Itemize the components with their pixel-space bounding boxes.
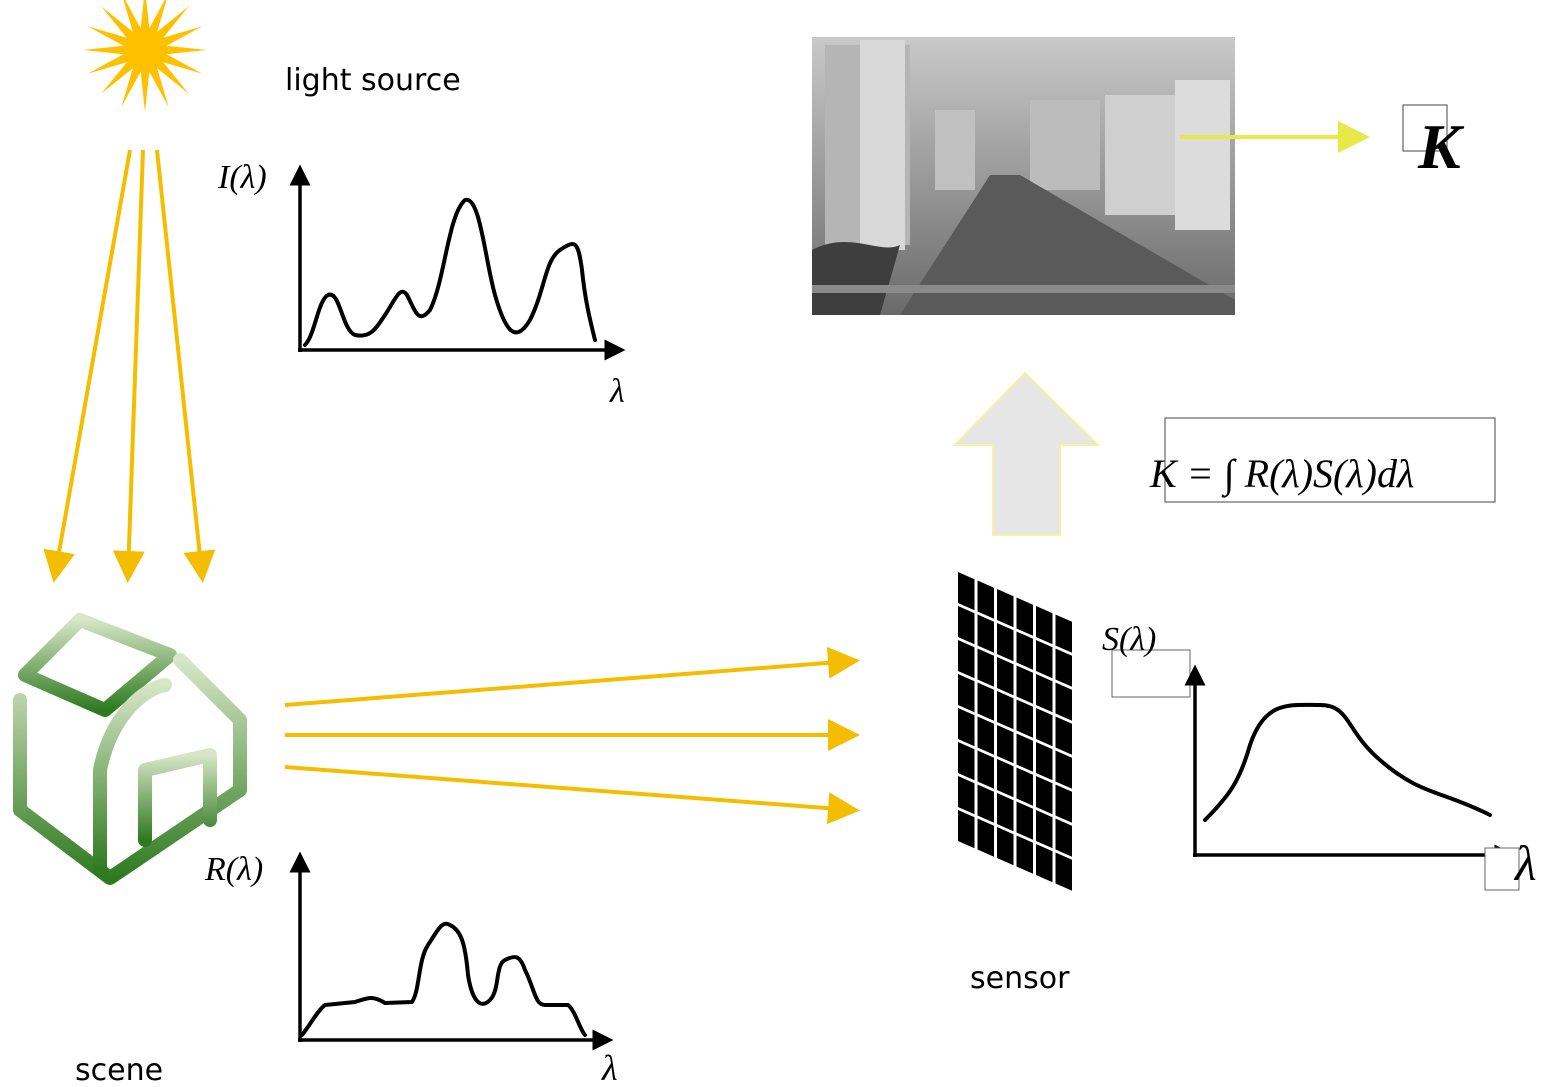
sensor-cell xyxy=(1016,665,1033,704)
sensor-cell xyxy=(1036,810,1053,849)
y-axis-label: S(λ) xyxy=(1102,621,1156,658)
sensor-cell xyxy=(1055,648,1072,687)
light-source-label: light source xyxy=(285,63,461,98)
sensor-cell xyxy=(977,682,994,721)
formula: K = ∫ R(λ)S(λ)dλ xyxy=(1149,451,1414,498)
placeholder-box xyxy=(1402,104,1448,152)
sensor-cell xyxy=(997,691,1014,730)
light-ray xyxy=(155,149,216,583)
sensor-cell xyxy=(1016,631,1033,670)
sensor-cell xyxy=(997,759,1014,798)
sensor-cell xyxy=(958,708,975,747)
house-icon xyxy=(13,613,247,885)
sensor-cell xyxy=(1055,818,1072,857)
placeholder-box xyxy=(1111,649,1191,698)
reflected-ray xyxy=(284,646,860,707)
sensor-cell xyxy=(1055,750,1072,789)
sun-rays xyxy=(83,0,207,112)
sensor-cell xyxy=(997,657,1014,696)
sun-icon xyxy=(83,0,207,112)
sensor-cell xyxy=(977,614,994,653)
photo xyxy=(812,37,1235,315)
light-ray xyxy=(43,149,132,583)
sensor-cell xyxy=(958,572,975,611)
y-axis-label: R(λ) xyxy=(204,851,263,888)
sensor-cell xyxy=(1016,767,1033,806)
sensor-cell xyxy=(958,606,975,645)
reflectance-curve xyxy=(300,921,587,1037)
sensor-cell xyxy=(997,725,1014,764)
sensor-cell xyxy=(1055,784,1072,823)
sensor-cell xyxy=(1036,640,1053,679)
sensor-cell xyxy=(1016,835,1033,874)
sensor-cell xyxy=(977,818,994,857)
process-arrow xyxy=(952,371,1101,536)
sensor-cell xyxy=(1016,733,1033,772)
sensor-cell xyxy=(1036,844,1053,883)
sensor-cell xyxy=(958,810,975,849)
sensor-cell xyxy=(1055,852,1072,891)
sensor-cell xyxy=(958,640,975,679)
sensor-cell xyxy=(958,776,975,815)
sensor-cell xyxy=(1036,708,1053,747)
sensor-cell xyxy=(1036,742,1053,781)
sensor-cell xyxy=(1055,682,1072,721)
sensor-cell xyxy=(1016,699,1033,738)
sensitivity-curve xyxy=(1203,702,1492,822)
sensor-label: sensor xyxy=(970,961,1070,996)
x-axis-label: λ xyxy=(609,373,625,410)
sensor-cell xyxy=(1016,597,1033,636)
sensor-cell xyxy=(977,750,994,789)
reflected-ray xyxy=(284,765,860,825)
sensor-cell xyxy=(1016,801,1033,840)
light-ray xyxy=(112,149,145,583)
scene-label: scene xyxy=(75,1053,163,1087)
sensor-cell xyxy=(997,793,1014,832)
sensor-cell xyxy=(958,742,975,781)
sensor-cell xyxy=(1055,614,1072,653)
y-axis-label: I(λ) xyxy=(217,159,267,196)
sensor-icon xyxy=(958,572,1072,891)
placeholder-box xyxy=(1484,847,1520,891)
sensor-cell xyxy=(958,674,975,713)
sensor-cell xyxy=(997,589,1014,628)
sensor-cell xyxy=(997,827,1014,866)
sensor-cell xyxy=(1055,716,1072,755)
sensor-cell xyxy=(997,623,1014,662)
formula-box xyxy=(1164,417,1496,503)
output-label: K xyxy=(1417,111,1465,182)
sensor-cell xyxy=(977,648,994,687)
sensor-cell xyxy=(977,716,994,755)
spectrum-curve xyxy=(303,197,597,347)
x-axis-label: λ xyxy=(1513,835,1537,891)
sensor-cell xyxy=(977,580,994,619)
x-axis-label: λ xyxy=(601,1048,618,1087)
sensor-cell xyxy=(1036,776,1053,815)
sensor-cell xyxy=(1036,674,1053,713)
sensor-cell xyxy=(977,784,994,823)
sensor-cell xyxy=(1036,606,1053,645)
